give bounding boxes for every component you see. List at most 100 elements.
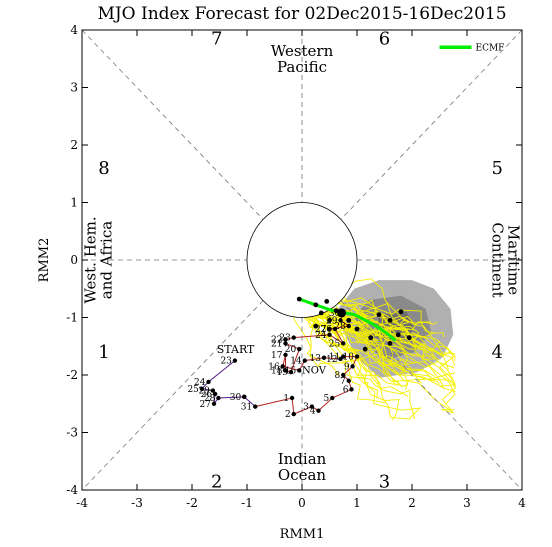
- ecmf-member-point: [387, 317, 393, 323]
- day-label: 9: [344, 362, 350, 372]
- observed-point: [280, 364, 285, 369]
- observed-point: [309, 404, 315, 409]
- observed-point: [330, 395, 335, 401]
- day-label: 1: [283, 394, 289, 404]
- observed-point: [327, 332, 332, 337]
- y-tick-label: 1: [70, 196, 78, 210]
- diagonal-guide: [340, 300, 523, 491]
- region-label-line: Western: [271, 42, 334, 60]
- day-label: 4: [310, 407, 316, 417]
- phase-label-5: 5: [492, 158, 503, 179]
- day-label: 11: [329, 353, 340, 363]
- phase-guides: [81, 29, 523, 491]
- observed-point: [283, 341, 288, 346]
- observed-point: [327, 326, 332, 332]
- phase-label-8: 8: [98, 158, 109, 179]
- legend-label: ECMF: [476, 43, 505, 53]
- y-tick-label: 0: [70, 253, 78, 267]
- observed-link: [243, 396, 256, 407]
- day-label: 23: [220, 357, 232, 367]
- region-label-line: Continent: [489, 222, 507, 297]
- ecmf-member-point: [376, 312, 382, 318]
- observed-trajectory: 2324252926272830311234567891011121314151…: [187, 309, 360, 420]
- y-tick-label: 4: [70, 23, 78, 37]
- y-tick-label: -3: [66, 426, 78, 440]
- region-label-line: and Africa: [98, 221, 116, 299]
- phase-label-6: 6: [379, 29, 390, 50]
- region-label-line: West. Hem.: [82, 216, 100, 303]
- day-label: 23: [279, 334, 291, 344]
- day-label: 27: [315, 325, 327, 335]
- day-label: 25: [329, 339, 341, 349]
- ecmf-member-point: [296, 296, 302, 302]
- phase-label-4: 4: [492, 342, 503, 363]
- x-tick-label: 1: [353, 496, 361, 510]
- ecmf-member-point: [354, 326, 360, 332]
- day-label: 5: [324, 394, 330, 404]
- ecmf-member-point: [313, 323, 319, 329]
- x-tick-label: 3: [463, 496, 471, 510]
- day-label: 26: [201, 390, 213, 400]
- x-tick-label: -2: [186, 496, 198, 510]
- day-label: 10: [343, 353, 355, 363]
- day-label: 28: [204, 394, 216, 404]
- phase-label-1: 1: [98, 342, 109, 363]
- day-label: 26: [321, 325, 333, 335]
- region-label-line: Maritime: [505, 225, 523, 295]
- x-tick-label: 4: [518, 496, 526, 510]
- day-label: 25: [187, 385, 199, 395]
- observed-point: [283, 368, 288, 373]
- day-label: 16: [268, 362, 280, 372]
- observed-point: [354, 354, 360, 359]
- forecast-start-marker: [337, 308, 347, 318]
- ensemble-member-8: [293, 306, 385, 404]
- day-label: 31: [241, 403, 252, 413]
- day-label: 6: [343, 385, 349, 395]
- observed-point: [212, 391, 218, 397]
- observed-point: [350, 364, 355, 369]
- diagonal-guide: [81, 300, 264, 491]
- diagonal-guide: [340, 29, 523, 220]
- phase-label-3: 3: [379, 471, 390, 492]
- observed-point: [216, 395, 221, 401]
- day-label: 18: [271, 366, 283, 376]
- observed-point: [253, 404, 258, 409]
- y-tick-label: -1: [66, 311, 78, 325]
- observed-point: [302, 358, 307, 363]
- x-axis-label: RMM1: [280, 527, 325, 542]
- y-axis-label: RMM2: [37, 238, 52, 283]
- phase-label-2: 2: [211, 471, 222, 492]
- observed-point: [338, 356, 343, 362]
- unit-circle: [246, 202, 358, 318]
- observed-point: [346, 378, 351, 383]
- observed-point: [341, 341, 346, 346]
- observed-point: [288, 369, 294, 375]
- observed-point: [338, 318, 343, 323]
- ecmf-member-point: [318, 310, 324, 316]
- observed-point: [289, 395, 295, 401]
- day-label: 29: [326, 316, 338, 326]
- y-tick-label: -2: [66, 368, 78, 382]
- day-label: 17: [271, 351, 283, 361]
- ecmf-member-point: [368, 335, 374, 341]
- y-tick-label: 2: [70, 138, 78, 152]
- day-label: 12: [326, 355, 337, 365]
- x-tick-label: -1: [241, 496, 253, 510]
- day-label: 7: [340, 377, 346, 387]
- observed-point: [291, 335, 296, 340]
- observed-point: [332, 326, 338, 332]
- ecmf-member-point: [346, 317, 352, 323]
- observed-point: [321, 355, 327, 360]
- ecmf-forecast: [296, 296, 412, 352]
- observed-point: [297, 346, 302, 352]
- day-label: 24: [315, 331, 327, 341]
- day-label: 20: [285, 345, 297, 355]
- diagonal-guide: [81, 29, 264, 220]
- observed-point: [210, 388, 216, 393]
- day-label: 30: [230, 393, 242, 403]
